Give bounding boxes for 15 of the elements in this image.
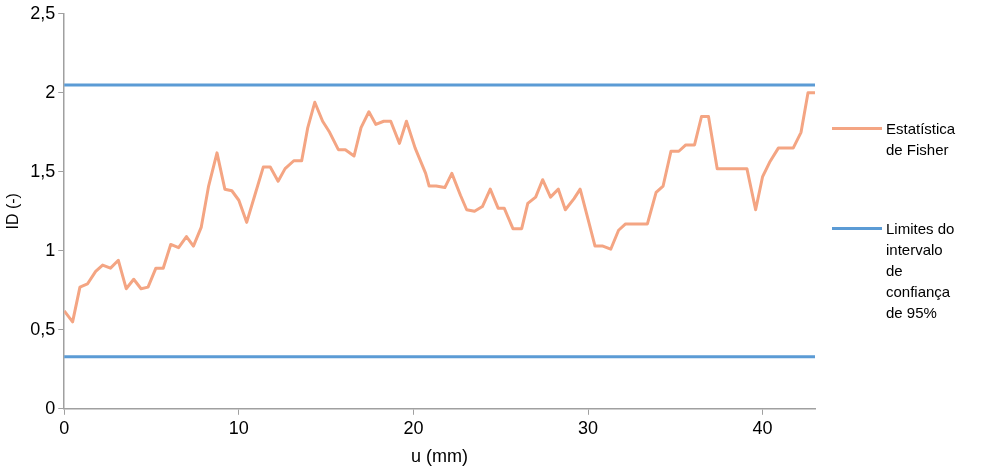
x-tick-label: 30	[578, 417, 599, 438]
legend-label: Estatística de Fisher	[886, 119, 957, 160]
x-tick-label: 0	[59, 417, 70, 438]
y-tick-label: 2	[45, 81, 56, 102]
x-tick-label: 10	[228, 417, 249, 438]
x-tick-label: 40	[752, 417, 773, 438]
y-axis-title: ID (-)	[4, 193, 22, 230]
x-axis-title: u (mm)	[411, 446, 469, 467]
y-tick-label: 1	[45, 239, 56, 260]
y-tick-label: 0	[45, 397, 56, 418]
y-tick-label: 2,5	[30, 2, 56, 23]
x-tick-label: 20	[403, 417, 424, 438]
y-tick-label: 0,5	[30, 318, 56, 339]
y-tick-label: 1,5	[30, 160, 56, 181]
legend-label: Limites do intervalo de confiança de 95%	[886, 219, 956, 323]
